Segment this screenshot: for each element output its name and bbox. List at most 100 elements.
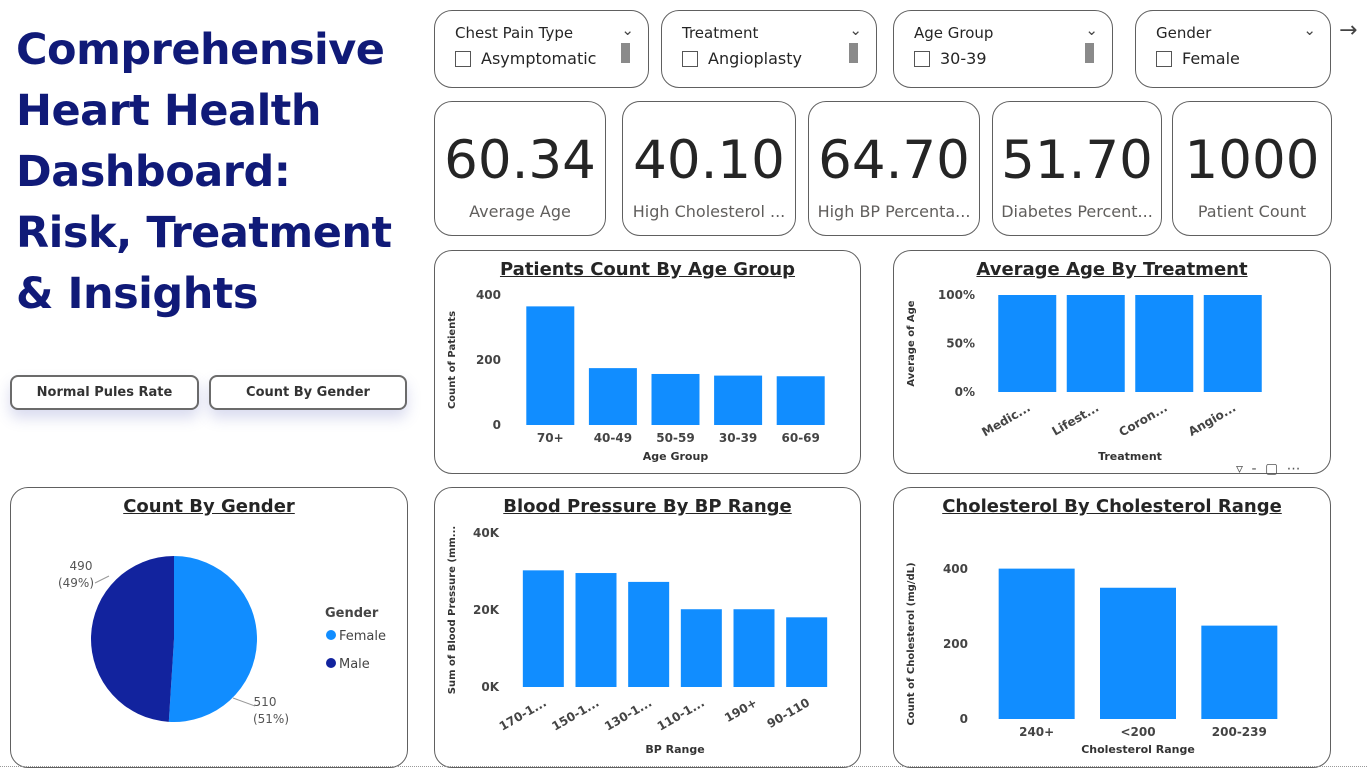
- kpi-high-bp: 64.70 High BP Percenta...: [808, 101, 980, 236]
- checkbox[interactable]: [914, 51, 930, 67]
- x-tick-label: 110-1...: [655, 695, 707, 733]
- data-label: 490: [70, 559, 93, 573]
- bar: [1066, 295, 1125, 392]
- y-tick-label: 0: [493, 418, 501, 432]
- cholesterol-bar-chart: 0 200 400 240+ <200 200-239 Cholesterol Range C…: [906, 562, 1278, 756]
- leader-line: [94, 575, 110, 584]
- bar: [998, 568, 1075, 719]
- bar: [776, 376, 825, 425]
- slicer-option[interactable]: Female: [1182, 49, 1240, 68]
- data-label: 510: [254, 695, 277, 709]
- visual-header-icons: ▿ - ▢ ⋯: [1236, 461, 1303, 477]
- bar: [575, 573, 617, 687]
- chart-card-treatment[interactable]: Average Age By Treatment 0% 50% 100% Medic.…: [893, 250, 1331, 474]
- bp-range-bar-chart: 0K 20K 40K 170-1... 150-1... 130-1... 110-1...…: [447, 526, 828, 756]
- x-tick-label: 70+: [537, 431, 564, 445]
- kpi-value: 64.70: [818, 130, 970, 191]
- kpi-label: Patient Count: [1197, 202, 1307, 221]
- x-tick-label: 50-59: [656, 431, 694, 445]
- kpi-value: 60.34: [444, 130, 596, 191]
- x-tick-label: 130-1...: [602, 695, 654, 733]
- normal-pulse-rate-button[interactable]: Normal Pules Rate: [10, 375, 199, 410]
- bar: [1201, 625, 1278, 719]
- focus-mode-icon[interactable]: ▢: [1264, 461, 1281, 477]
- bar: [786, 617, 828, 687]
- data-label: (51%): [253, 712, 289, 726]
- bar: [680, 609, 722, 687]
- y-tick-label: 200: [943, 637, 968, 651]
- legend-label: Male: [339, 657, 370, 672]
- scrollbar[interactable]: [1085, 43, 1094, 63]
- kpi-label: High BP Percenta...: [817, 202, 971, 221]
- x-tick-label: Angio...: [1186, 400, 1238, 438]
- legend-title: Gender: [325, 606, 379, 621]
- slicer-chest-pain-type[interactable]: Chest Pain Type ⌄ Asymptomatic: [434, 10, 649, 88]
- chart-title: Blood Pressure By BP Range: [503, 496, 792, 517]
- chevron-down-icon[interactable]: ⌄: [1303, 21, 1316, 39]
- x-tick-label: 90-110: [765, 695, 812, 730]
- y-tick-label: 100%: [938, 288, 975, 302]
- kpi-average-age: 60.34 Average Age: [434, 101, 606, 236]
- kpi-diabetes: 51.70 Diabetes Percent...: [992, 101, 1162, 236]
- checkbox[interactable]: [455, 51, 471, 67]
- x-tick-label: 190+: [722, 695, 759, 725]
- scrollbar[interactable]: [621, 43, 630, 63]
- chart-card-gender[interactable]: Count By Gender 510 (51%) 490 (49%) Gender Fe…: [10, 487, 408, 768]
- chart-card-cholesterol[interactable]: Cholesterol By Cholesterol Range 0 200 400…: [893, 487, 1331, 768]
- gender-pie-chart: 510 (51%) 490 (49%) Gender Female Male: [58, 556, 386, 726]
- leader-line: [232, 697, 256, 707]
- y-tick-label: 400: [476, 288, 501, 302]
- bar: [522, 570, 564, 687]
- more-options-icon[interactable]: ⋯: [1286, 461, 1303, 477]
- pie-slice-male: [91, 556, 174, 722]
- chevron-down-icon[interactable]: ⌄: [621, 21, 634, 39]
- chart-card-bp-range[interactable]: Blood Pressure By BP Range 0K 20K 40K 170-1…: [434, 487, 861, 768]
- legend-label: Female: [339, 629, 386, 644]
- slicer-label: Treatment: [682, 24, 759, 42]
- arrow-right-icon[interactable]: →: [1339, 18, 1358, 43]
- slicer-label: Chest Pain Type: [455, 24, 574, 42]
- page-bottom-divider: [0, 766, 1367, 767]
- chart-title: Count By Gender: [123, 496, 295, 517]
- slicer-gender[interactable]: Gender ⌄ Female: [1135, 10, 1331, 88]
- slicer-option[interactable]: Asymptomatic: [481, 49, 597, 68]
- x-tick-label: 60-69: [782, 431, 820, 445]
- bar: [1203, 295, 1262, 392]
- y-axis-label: Average of Age: [906, 300, 917, 386]
- checkbox[interactable]: [1156, 51, 1172, 67]
- y-tick-label: 40K: [473, 526, 500, 540]
- scrollbar[interactable]: [849, 43, 858, 63]
- x-tick-label: <200: [1120, 725, 1155, 739]
- chevron-down-icon[interactable]: ⌄: [1085, 21, 1098, 39]
- kpi-label: Diabetes Percent...: [1001, 202, 1153, 221]
- x-tick-label: 40-49: [594, 431, 632, 445]
- filter-icon[interactable]: ▿: [1236, 461, 1246, 477]
- bar: [651, 373, 700, 425]
- x-axis-label: BP Range: [645, 743, 704, 756]
- slicer-age-group[interactable]: Age Group ⌄ 30-39: [893, 10, 1113, 88]
- page-title: Comprehensive Heart Health Dashboard: Ri…: [16, 25, 392, 319]
- checkbox[interactable]: [682, 51, 698, 67]
- kpi-high-cholesterol: 40.10 High Cholesterol ...: [622, 101, 796, 236]
- age-group-bar-chart: 0 200 400 70+ 40-49 50-59 30-39 60-69 Age Group C…: [447, 288, 825, 463]
- y-axis-label: Count of Patients: [447, 311, 458, 409]
- slicer-treatment[interactable]: Treatment ⌄ Angioplasty: [661, 10, 877, 88]
- y-axis-label: Count of Cholesterol (mg/dL): [906, 562, 917, 725]
- count-by-gender-button[interactable]: Count By Gender: [209, 375, 407, 410]
- x-tick-label: Lifest...: [1049, 400, 1101, 438]
- chevron-down-icon[interactable]: ⌄: [849, 21, 862, 39]
- slicer-label: Gender: [1156, 24, 1212, 42]
- y-tick-label: 50%: [946, 337, 975, 351]
- y-tick-label: 0K: [481, 680, 499, 694]
- slicer-option[interactable]: Angioplasty: [708, 49, 802, 68]
- chart-card-age-group[interactable]: Patients Count By Age Group 0 200 400 70+ 40…: [434, 250, 861, 474]
- bar: [526, 306, 575, 425]
- y-axis-label: Sum of Blood Pressure (mm...: [447, 526, 458, 694]
- slicer-option[interactable]: 30-39: [940, 49, 987, 68]
- x-axis-label: Cholesterol Range: [1081, 743, 1195, 756]
- legend-marker: [326, 658, 336, 668]
- bar: [733, 609, 775, 687]
- y-tick-label: 0%: [955, 385, 975, 399]
- kpi-value: 1000: [1184, 130, 1320, 191]
- kpi-label: High Cholesterol ...: [632, 202, 786, 221]
